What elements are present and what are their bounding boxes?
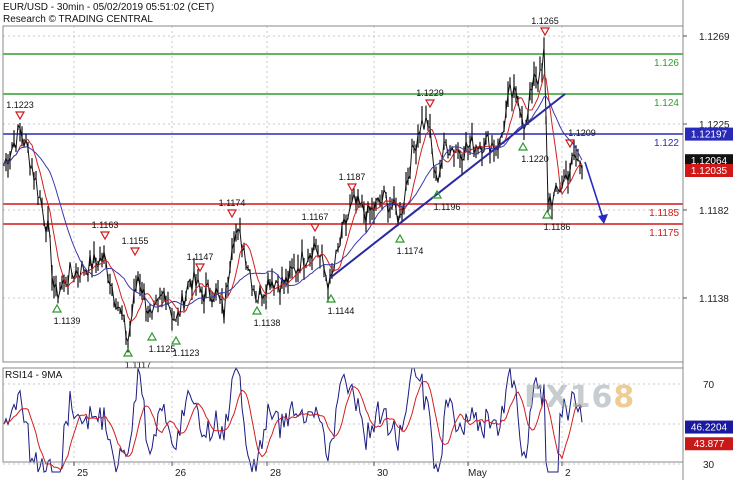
slow-moving-average bbox=[3, 95, 583, 308]
projection-arrowhead bbox=[598, 214, 608, 224]
watermark-accent: 8 bbox=[613, 380, 636, 415]
high-marker bbox=[539, 27, 551, 37]
rsi-title: RSI14 - 9MA bbox=[5, 370, 63, 381]
watermark-text: FX16 bbox=[524, 380, 614, 415]
low-label: 1.1174 bbox=[397, 246, 424, 256]
low-marker bbox=[541, 209, 553, 219]
high-marker bbox=[194, 263, 206, 273]
x-tick-label: 30 bbox=[377, 468, 389, 479]
high-label: 1.1174 bbox=[219, 198, 246, 208]
price-tick-label: 1.1138 bbox=[699, 294, 729, 305]
low-label: 1.1125 bbox=[149, 344, 176, 354]
price-line bbox=[3, 46, 583, 344]
chart-title: EUR/USD - 30min - 05/02/2019 05:51:02 (C… bbox=[3, 2, 215, 13]
low-label: 1.1123 bbox=[173, 348, 200, 358]
rsi-tick-label: 70 bbox=[703, 380, 715, 391]
price-tag-box bbox=[685, 127, 733, 141]
x-tick-label: 26 bbox=[175, 468, 187, 479]
high-marker bbox=[424, 99, 436, 109]
high-label: 1.1155 bbox=[122, 236, 149, 246]
fx168-watermark: FX168 bbox=[524, 380, 635, 415]
low-marker bbox=[51, 303, 63, 313]
low-marker bbox=[517, 141, 529, 151]
high-label: 1.1209 bbox=[568, 128, 596, 138]
high-marker bbox=[14, 111, 26, 121]
high-label: 1.1163 bbox=[92, 220, 119, 230]
projection-arrow bbox=[584, 161, 604, 219]
high-marker bbox=[309, 223, 321, 233]
low-label: 1.1196 bbox=[434, 202, 461, 212]
low-label: 1.1117 bbox=[125, 360, 151, 370]
low-marker bbox=[146, 331, 158, 341]
price-tag-label: 1.12064 bbox=[691, 156, 728, 167]
price-tag-box bbox=[685, 154, 733, 168]
high-marker bbox=[129, 247, 141, 257]
trend-line bbox=[329, 93, 566, 279]
rsi-tag-label: 46.2204 bbox=[691, 423, 728, 434]
key-level-label: 1.1185 bbox=[649, 208, 679, 219]
chart-source: Research © TRADING CENTRAL bbox=[3, 14, 153, 25]
rsi-line bbox=[3, 366, 583, 473]
key-level-label: 1.124 bbox=[654, 98, 679, 109]
low-label: 1.1220 bbox=[521, 154, 549, 164]
x-tick-label: 28 bbox=[270, 468, 282, 479]
high-label: 1.1229 bbox=[416, 88, 444, 98]
low-marker bbox=[325, 293, 337, 303]
rsi-tick-label: 30 bbox=[703, 460, 715, 471]
price-tag-label: 1.12035 bbox=[691, 166, 728, 177]
high-label: 1.1167 bbox=[302, 212, 329, 222]
fast-moving-average bbox=[3, 73, 583, 322]
low-label: 1.1144 bbox=[328, 306, 355, 316]
price-tick-label: 1.1269 bbox=[699, 32, 730, 43]
rsi-tag-box bbox=[685, 437, 733, 451]
low-label: 1.1139 bbox=[54, 316, 81, 326]
low-marker bbox=[122, 347, 134, 357]
price-tick-label: 1.1225 bbox=[699, 120, 730, 131]
high-label: 1.1187 bbox=[339, 172, 366, 182]
price-tag-label: 1.12197 bbox=[691, 130, 728, 141]
low-marker bbox=[170, 335, 182, 345]
high-label: 1.1223 bbox=[6, 100, 34, 110]
x-tick-label: May bbox=[468, 468, 487, 479]
low-label: 1.1138 bbox=[254, 318, 281, 328]
rsi-tag-label: 43.877 bbox=[694, 439, 725, 450]
low-label: 1.1186 bbox=[544, 222, 571, 232]
key-level-label: 1.126 bbox=[654, 58, 679, 69]
key-level-label: 1.122 bbox=[654, 138, 679, 149]
rsi-ma-line bbox=[3, 380, 583, 470]
high-marker bbox=[346, 183, 358, 193]
price-tag-box bbox=[685, 164, 733, 177]
low-marker bbox=[251, 305, 263, 315]
high-label: 1.1265 bbox=[531, 16, 559, 26]
high-marker bbox=[226, 209, 238, 219]
rsi-tag-box bbox=[685, 420, 733, 434]
high-marker bbox=[99, 231, 111, 241]
price-tick-label: 1.1182 bbox=[699, 206, 729, 217]
x-tick-label: 2 bbox=[565, 468, 571, 479]
low-marker bbox=[394, 233, 406, 243]
x-tick-label: 25 bbox=[77, 468, 89, 479]
key-level-label: 1.1175 bbox=[649, 228, 679, 239]
low-marker bbox=[431, 189, 443, 199]
price-panel: 1.1261.1241.1221.11851.11751.12231.11631… bbox=[3, 16, 683, 462]
high-label: 1.1147 bbox=[187, 252, 214, 262]
rsi-panel: RSI14 - 9MA bbox=[3, 366, 683, 473]
high-marker bbox=[564, 139, 576, 149]
